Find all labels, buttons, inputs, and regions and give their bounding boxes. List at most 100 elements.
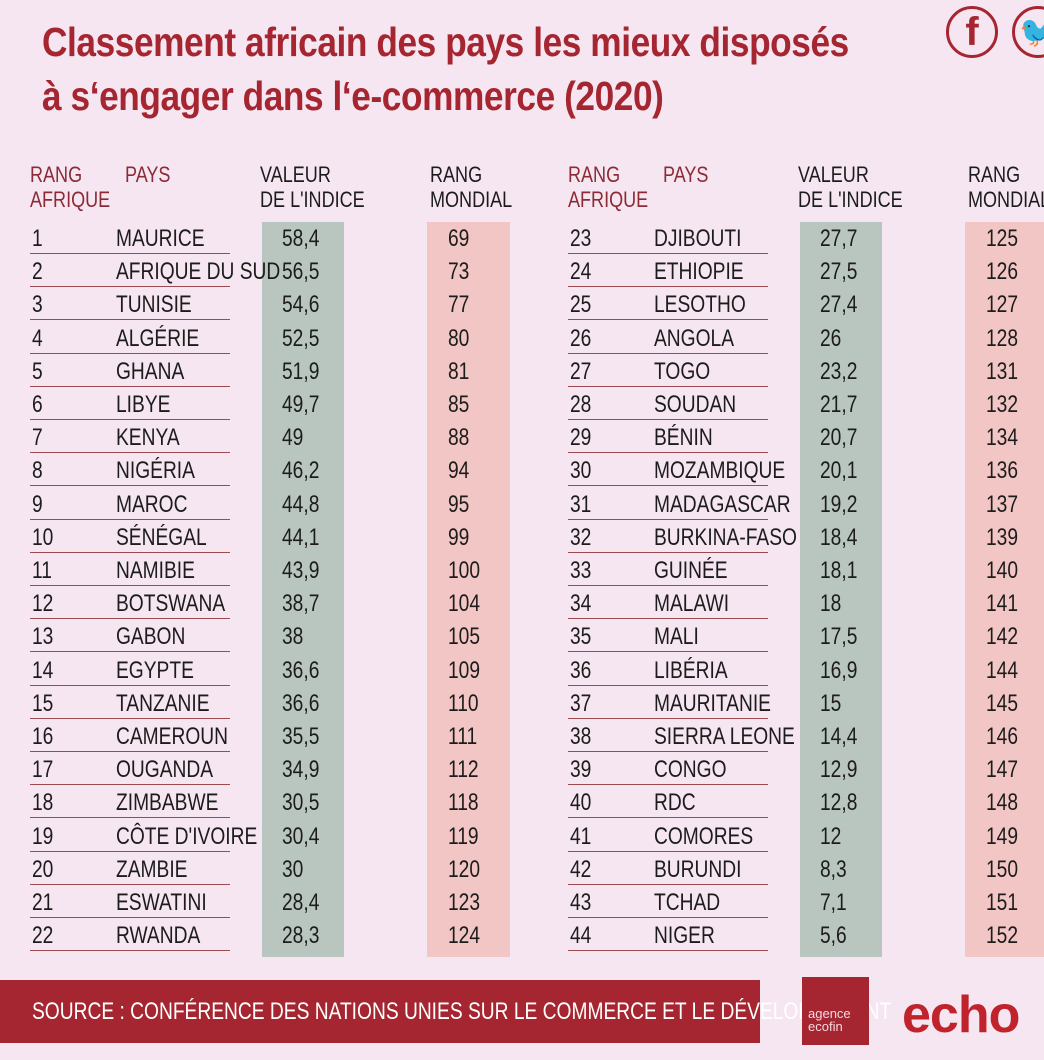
index-value: 35,5 — [282, 723, 320, 750]
row-divider — [568, 585, 768, 586]
rank-africa: 3 — [32, 291, 43, 319]
row-divider — [568, 917, 768, 918]
rank-africa: 8 — [32, 457, 43, 485]
rank-africa: 14 — [32, 656, 54, 684]
row-divider — [568, 651, 768, 653]
country: NAMIBIE — [116, 557, 195, 584]
header-rank-africa: RANG AFRIQUE — [30, 162, 111, 212]
country: TCHAD — [654, 889, 721, 916]
table-row: 29 BÉNIN 20,7 134 — [568, 421, 1044, 454]
title-line-1: Classement africain des pays les mieux d… — [42, 19, 849, 65]
country: SOUDAN — [654, 391, 737, 418]
world-rank: 105 — [448, 623, 481, 651]
table-row: 2 AFRIQUE DU SUD 56,5 73 — [30, 255, 550, 288]
world-rank: 145 — [986, 689, 1019, 717]
index-value: 46,2 — [282, 457, 320, 485]
table-row: 10 SÉNÉGAL 44,1 99 — [30, 521, 550, 554]
index-value: 8,3 — [820, 855, 847, 883]
index-value: 58,4 — [282, 225, 320, 252]
table-row: 11 NAMIBIE 43,9 100 — [30, 554, 550, 587]
rank-africa: 23 — [570, 225, 592, 252]
country: MADAGASCAR — [654, 490, 791, 518]
table-row: 26 ANGOLA 26 128 — [568, 322, 1044, 355]
rank-africa: 15 — [32, 689, 54, 717]
country: DJIBOUTI — [654, 225, 742, 252]
world-rank-column-bg — [965, 222, 1044, 957]
world-rank: 77 — [448, 291, 470, 319]
rank-africa: 28 — [570, 391, 592, 418]
rank-africa: 18 — [32, 789, 54, 817]
row-divider — [30, 286, 230, 288]
title-line-2: à s‘engager dans l‘e-commerce (2020) — [42, 73, 664, 119]
world-rank: 80 — [448, 324, 470, 352]
logo-text: ecofin — [808, 1019, 843, 1034]
table-row: 12 BOTSWANA 38,7 104 — [30, 587, 550, 620]
facebook-icon[interactable]: f — [946, 6, 998, 58]
row-divider — [568, 419, 768, 420]
country: ANGOLA — [654, 324, 735, 352]
row-divider — [568, 684, 768, 686]
world-rank: 146 — [986, 723, 1019, 750]
table-row: 41 COMORES 12 149 — [568, 820, 1044, 853]
index-value: 51,9 — [282, 357, 320, 385]
header-index: VALEUR DE L'INDICE — [798, 162, 903, 212]
rank-africa: 38 — [570, 723, 592, 750]
rank-africa: 33 — [570, 557, 592, 584]
world-rank: 152 — [986, 922, 1019, 950]
row-divider — [30, 850, 230, 852]
country: ZAMBIE — [116, 855, 188, 883]
row-divider — [30, 485, 230, 487]
index-value: 27,5 — [820, 258, 858, 286]
row-divider — [568, 385, 768, 387]
rank-africa: 17 — [32, 756, 54, 784]
row-divider — [30, 518, 230, 520]
world-rank: 120 — [448, 855, 481, 883]
country: TANZANIE — [116, 689, 210, 717]
index-value: 12 — [820, 822, 842, 850]
row-divider — [30, 319, 230, 321]
country: OUGANDA — [116, 756, 214, 784]
table-row: 36 LIBÉRIA 16,9 144 — [568, 654, 1044, 687]
table-row: 40 RDC 12,8 148 — [568, 786, 1044, 819]
index-value: 18 — [820, 590, 842, 618]
country: NIGÉRIA — [116, 457, 195, 485]
index-value: 56,5 — [282, 258, 320, 286]
index-value: 20,1 — [820, 457, 858, 485]
country: NIGER — [654, 922, 715, 950]
table-row: 13 GABON 38 105 — [30, 620, 550, 653]
index-value: 44,1 — [282, 523, 320, 551]
world-rank: 131 — [986, 357, 1019, 385]
index-value: 15 — [820, 689, 842, 717]
index-value: 34,9 — [282, 756, 320, 784]
table-row: 1 MAURICE 58,4 69 — [30, 222, 550, 255]
rank-africa: 40 — [570, 789, 592, 817]
country: GHANA — [116, 357, 185, 385]
index-value: 52,5 — [282, 324, 320, 352]
index-value: 36,6 — [282, 689, 320, 717]
table-row: 28 SOUDAN 21,7 132 — [568, 388, 1044, 421]
rank-africa: 35 — [570, 623, 592, 651]
index-value: 49,7 — [282, 391, 320, 418]
country: COMORES — [654, 822, 754, 850]
row-divider — [568, 253, 768, 254]
row-divider — [30, 883, 230, 885]
rank-africa: 22 — [32, 922, 54, 950]
country: BURKINA-FASO — [654, 523, 797, 551]
source-text: SOURCE : CONFÉRENCE DES NATIONS UNIES SU… — [32, 998, 892, 1025]
row-divider — [568, 618, 768, 620]
row-divider — [568, 717, 768, 719]
row-divider — [30, 452, 230, 454]
twitter-icon[interactable]: 🐦 — [1012, 6, 1044, 58]
header-country: PAYS — [663, 162, 709, 187]
world-rank: 128 — [986, 324, 1019, 352]
source-banner: SOURCE : CONFÉRENCE DES NATIONS UNIES SU… — [0, 980, 891, 1043]
world-rank: 126 — [986, 258, 1019, 286]
index-value: 26 — [820, 324, 842, 352]
echo-logo: echo — [902, 986, 1020, 1044]
table-row: 20 ZAMBIE 30 120 — [30, 853, 550, 886]
index-value: 18,1 — [820, 557, 858, 584]
rank-africa: 44 — [570, 922, 592, 950]
rank-africa: 20 — [32, 855, 54, 883]
table-row: 27 TOGO 23,2 131 — [568, 355, 1044, 388]
rank-africa: 30 — [570, 457, 592, 485]
